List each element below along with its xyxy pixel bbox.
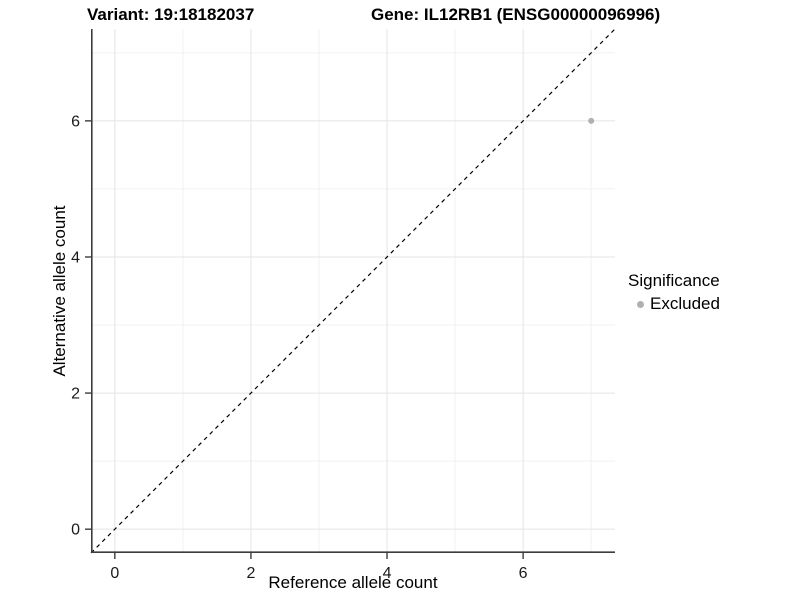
gene-title: Gene: IL12RB1 (ENSG00000096996) — [371, 5, 661, 24]
legend: Significance Excluded — [628, 271, 720, 314]
x-tick-label: 6 — [519, 565, 528, 582]
plot-panel-svg: 0 2 4 6 0 2 4 6 — [71, 28, 616, 582]
x-tick-label: 0 — [110, 565, 119, 582]
y-tick-label: 4 — [71, 249, 80, 266]
y-tick-label: 0 — [71, 522, 80, 539]
legend-entry-label: Excluded — [650, 294, 720, 313]
legend-point-icon — [637, 300, 644, 308]
y-tick-label: 2 — [71, 386, 80, 403]
axis-lines — [91, 29, 615, 553]
y-axis-title: Alternative allele count — [50, 205, 69, 377]
x-tick-label: 2 — [246, 565, 255, 582]
x-axis-title: Reference allele count — [268, 573, 438, 592]
legend-entry: Excluded — [628, 294, 720, 314]
x-tick-label: 4 — [383, 565, 392, 582]
legend-title: Significance — [628, 271, 720, 290]
data-point — [588, 117, 595, 124]
identity-line — [90, 28, 616, 554]
y-tick-label: 6 — [71, 113, 80, 130]
variant-title: Variant: 19:18182037 — [87, 5, 255, 24]
